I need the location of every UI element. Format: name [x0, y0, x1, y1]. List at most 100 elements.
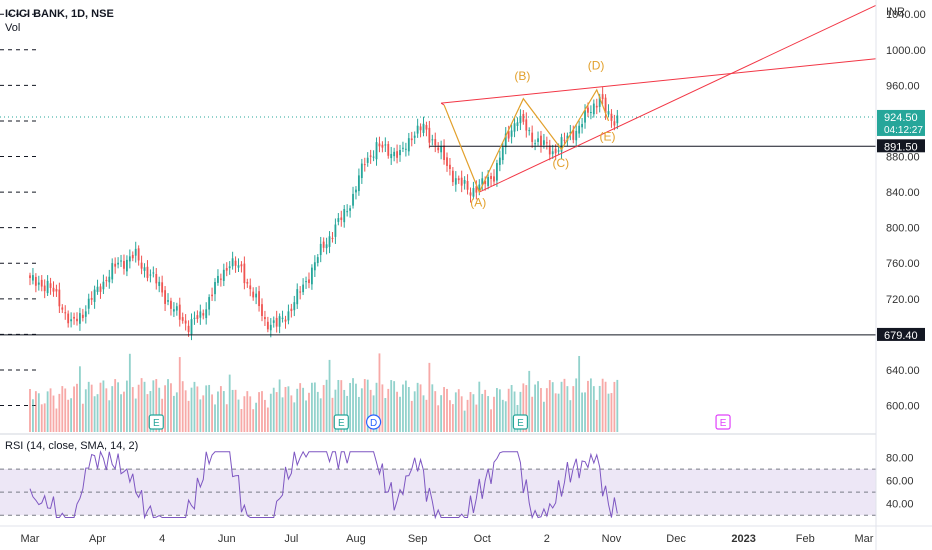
- candle-body[interactable]: [360, 163, 363, 179]
- rsi-pane[interactable]: [0, 450, 876, 520]
- candle-body[interactable]: [196, 315, 199, 319]
- candle-body[interactable]: [481, 178, 484, 185]
- candle-body[interactable]: [211, 294, 213, 297]
- candle-body[interactable]: [387, 144, 390, 156]
- candle-body[interactable]: [592, 103, 595, 115]
- candle-body[interactable]: [587, 107, 589, 113]
- candle-body[interactable]: [589, 112, 592, 114]
- candle-body[interactable]: [566, 135, 569, 141]
- candle-body[interactable]: [357, 175, 360, 192]
- candle-body[interactable]: [451, 170, 454, 183]
- candle-body[interactable]: [369, 155, 372, 157]
- candle-body[interactable]: [416, 125, 419, 134]
- candle-body[interactable]: [346, 211, 349, 213]
- candle-body[interactable]: [149, 274, 152, 276]
- candle-body[interactable]: [123, 260, 125, 269]
- candle-body[interactable]: [243, 263, 246, 284]
- candle-body[interactable]: [531, 132, 534, 142]
- candle-body[interactable]: [522, 113, 525, 122]
- earnings-marker[interactable]: [715, 414, 731, 430]
- candle-body[interactable]: [217, 275, 219, 283]
- candle-body[interactable]: [234, 260, 237, 266]
- candle-body[interactable]: [469, 192, 472, 196]
- candle-body[interactable]: [293, 302, 296, 311]
- candle-body[interactable]: [431, 139, 434, 141]
- candle-body[interactable]: [81, 314, 84, 319]
- candle-body[interactable]: [496, 163, 498, 181]
- candle-body[interactable]: [316, 257, 319, 264]
- candle-body[interactable]: [399, 149, 401, 156]
- candle-body[interactable]: [96, 286, 99, 292]
- candle-body[interactable]: [49, 283, 52, 288]
- candle-body[interactable]: [261, 304, 263, 317]
- candle-body[interactable]: [237, 265, 240, 268]
- candle-body[interactable]: [184, 320, 187, 324]
- candle-body[interactable]: [120, 260, 122, 262]
- candle-body[interactable]: [249, 285, 252, 290]
- earnings-marker[interactable]: [512, 414, 529, 430]
- candle-body[interactable]: [137, 248, 140, 261]
- candle-body[interactable]: [422, 123, 425, 133]
- candle-body[interactable]: [322, 241, 325, 248]
- candle-body[interactable]: [140, 262, 143, 269]
- candle-body[interactable]: [114, 263, 117, 267]
- candle-body[interactable]: [454, 178, 457, 185]
- candle-body[interactable]: [143, 267, 146, 271]
- candle-body[interactable]: [516, 122, 519, 126]
- candle-body[interactable]: [475, 186, 478, 193]
- candle-body[interactable]: [525, 119, 528, 131]
- candle-body[interactable]: [407, 138, 410, 152]
- candle-body[interactable]: [340, 217, 343, 221]
- candle-body[interactable]: [578, 125, 581, 134]
- candle-body[interactable]: [275, 317, 278, 327]
- candle-body[interactable]: [404, 148, 407, 150]
- candle-body[interactable]: [178, 304, 181, 320]
- candle-body[interactable]: [105, 280, 108, 282]
- candle-body[interactable]: [311, 267, 313, 285]
- candle-body[interactable]: [266, 321, 269, 330]
- candle-body[interactable]: [584, 110, 586, 123]
- candle-body[interactable]: [440, 146, 443, 153]
- candle-body[interactable]: [375, 142, 378, 160]
- candle-body[interactable]: [410, 138, 413, 141]
- dividend-marker[interactable]: [365, 414, 382, 430]
- candle-body[interactable]: [378, 143, 381, 147]
- candle-body[interactable]: [58, 289, 61, 307]
- candle-body[interactable]: [87, 298, 90, 309]
- candle-body[interactable]: [575, 130, 578, 141]
- candle-body[interactable]: [287, 311, 290, 321]
- candle-body[interactable]: [328, 236, 331, 247]
- candle-body[interactable]: [296, 289, 299, 305]
- candle-body[interactable]: [484, 180, 487, 185]
- candle-body[interactable]: [313, 262, 316, 271]
- candle-body[interactable]: [349, 208, 352, 211]
- candle-body[interactable]: [363, 164, 366, 166]
- wave-zigzag[interactable]: [443, 88, 610, 194]
- candle-body[interactable]: [164, 290, 166, 304]
- candle-body[interactable]: [255, 293, 258, 298]
- candle-body[interactable]: [437, 147, 440, 151]
- candle-body[interactable]: [487, 177, 490, 186]
- candle-body[interactable]: [102, 281, 105, 290]
- candle-body[interactable]: [443, 145, 445, 160]
- candle-body[interactable]: [305, 281, 307, 283]
- candle-body[interactable]: [551, 151, 554, 155]
- candle-body[interactable]: [607, 111, 610, 115]
- candle-body[interactable]: [240, 264, 243, 267]
- candle-body[interactable]: [172, 309, 175, 312]
- candle-body[interactable]: [540, 135, 542, 146]
- candle-body[interactable]: [604, 97, 607, 113]
- candle-body[interactable]: [37, 282, 40, 285]
- candle-body[interactable]: [134, 248, 137, 256]
- candle-body[interactable]: [381, 144, 384, 148]
- candle-body[interactable]: [396, 151, 398, 158]
- candle-body[interactable]: [278, 316, 281, 327]
- candlestick-series[interactable]: [29, 87, 619, 341]
- drawings[interactable]: (A) (B) (C) (D) (E): [0, 4, 877, 336]
- candle-body[interactable]: [393, 151, 396, 157]
- candle-body[interactable]: [372, 156, 375, 158]
- candle-body[interactable]: [390, 153, 393, 159]
- candle-body[interactable]: [463, 180, 466, 184]
- channel-upper-line[interactable]: [441, 58, 877, 104]
